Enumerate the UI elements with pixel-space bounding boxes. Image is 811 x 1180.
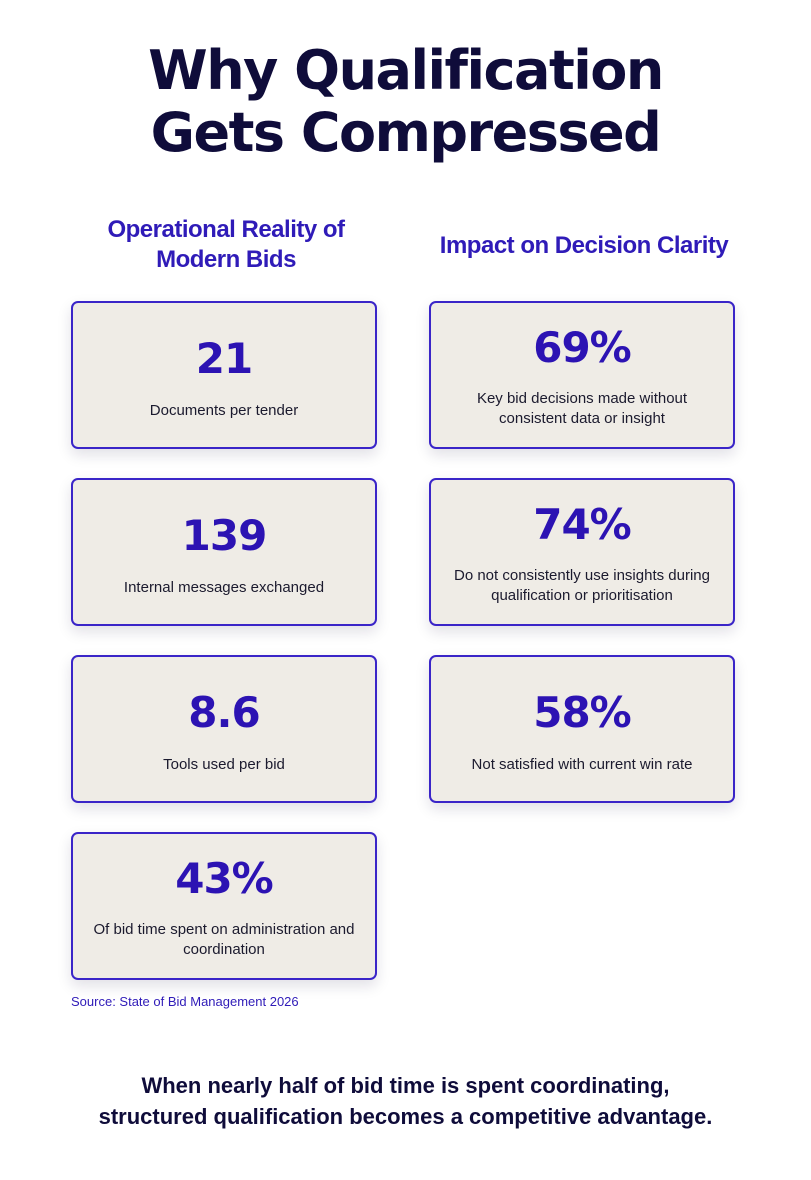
title-line-1: Why Qualification — [148, 39, 664, 102]
stat-description: Key bid decisions made without consisten… — [476, 390, 688, 427]
source-note: Source: State of Bid Management 2026 — [71, 994, 299, 1009]
stat-description: Documents per tender — [149, 402, 299, 419]
stat-description: Do not consistently use insights during … — [454, 567, 710, 604]
stat-value: 139 — [181, 511, 268, 560]
stat-description: Tools used per bid — [163, 756, 285, 773]
stat-card-decisions: 69% Key bid decisions made without consi… — [429, 301, 735, 449]
stat-card-insights: 74% Do not consistently use insights dur… — [429, 478, 735, 626]
footer-line-2: structured qualification becomes a compe… — [98, 1104, 713, 1129]
stat-card-win-rate: 58% Not satisfied with current win rate — [429, 655, 735, 803]
stat-description: Not satisfied with current win rate — [471, 756, 693, 773]
stat-value: 58% — [533, 688, 632, 737]
stat-card-documents: 21 Documents per tender — [71, 301, 377, 449]
left-column-heading: Operational Reality of Modern Bids — [107, 216, 345, 273]
title-line-2: Gets Compressed — [150, 101, 662, 164]
footer-line-1: When nearly half of bid time is spent co… — [141, 1073, 670, 1098]
stat-value: 74% — [533, 500, 632, 549]
stat-value: 8.6 — [188, 688, 260, 737]
stat-card-tools: 8.6 Tools used per bid — [71, 655, 377, 803]
stat-value: 69% — [533, 323, 632, 372]
footer-statement: When nearly half of bid time is spent co… — [0, 1070, 811, 1132]
page-title: Why Qualification Gets Compressed — [0, 40, 811, 164]
stat-card-admin-time: 43% Of bid time spent on administration … — [71, 832, 377, 980]
stat-description: Of bid time spent on administration and … — [93, 921, 355, 958]
right-column-heading: Impact on Decision Clarity — [439, 232, 729, 259]
stat-description: Internal messages exchanged — [123, 579, 325, 596]
stat-card-messages: 139 Internal messages exchanged — [71, 478, 377, 626]
stat-value: 21 — [195, 334, 253, 383]
stat-value: 43% — [175, 854, 274, 903]
